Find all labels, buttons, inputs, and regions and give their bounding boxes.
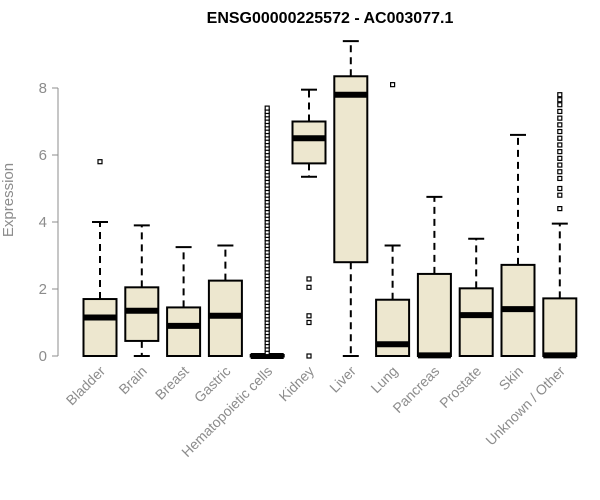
y-axis-ticks: 0 2 4 6 8: [39, 80, 58, 365]
x-tick-label: Skin: [496, 363, 527, 394]
outlier-point: [557, 92, 563, 98]
y-tick-label: 4: [39, 214, 47, 231]
outlier-point: [557, 108, 563, 115]
iqr-box: [291, 120, 327, 165]
outlier-point: [557, 102, 563, 108]
box-pancreas: [416, 195, 452, 359]
outlier-point: [557, 142, 563, 148]
y-tick-label: 2: [39, 281, 47, 298]
outlier-point: [557, 206, 563, 212]
outlier-point: [557, 135, 563, 141]
chart-title: ENSG00000225572 - AC003077.1: [207, 10, 454, 27]
box-liver: [333, 40, 369, 357]
outlier-point: [557, 128, 563, 135]
y-tick-label: 6: [39, 147, 47, 164]
outlier-point: [557, 97, 563, 103]
x-tick-label: Prostate: [436, 363, 484, 411]
x-tick-label: Bladder: [63, 363, 109, 409]
box-prostate: [458, 237, 494, 357]
outlier-point: [557, 175, 563, 182]
x-tick-label: Brain: [115, 363, 149, 397]
outlier-point: [264, 105, 270, 111]
iqr-box: [542, 297, 578, 358]
outlier-point: [557, 115, 563, 121]
box-hematopoietic-cells: [249, 105, 285, 359]
x-tick-label: Liver: [326, 363, 359, 396]
boxes-group: [82, 40, 578, 359]
outlier-point: [557, 122, 563, 128]
x-tick-label: Breast: [152, 363, 192, 403]
outlier-point: [557, 149, 563, 155]
y-tick-label: 8: [39, 80, 47, 97]
box-unknown-other: [542, 92, 578, 359]
x-tick-label: Lung: [367, 363, 400, 396]
y-axis-label: Expression: [0, 163, 17, 237]
outlier-point: [557, 185, 563, 192]
box-skin: [500, 133, 536, 358]
box-lung: [375, 82, 411, 357]
iqr-box: [82, 298, 118, 357]
box-breast: [166, 246, 202, 357]
outlier-point: [557, 162, 563, 168]
outlier-point: [306, 284, 312, 290]
iqr-box: [333, 75, 369, 264]
iqr-box: [375, 298, 411, 357]
outlier-point: [306, 353, 312, 359]
box-bladder: [82, 159, 118, 357]
iqr-box: [166, 306, 202, 357]
outlier-point: [557, 155, 563, 161]
outlier-point: [557, 192, 563, 198]
outlier-point: [306, 313, 312, 319]
iqr-box: [458, 287, 494, 357]
outlier-point: [97, 159, 103, 165]
iqr-box: [416, 272, 452, 357]
box-kidney: [291, 88, 327, 359]
outlier-point: [306, 276, 312, 282]
outlier-point: [390, 82, 396, 88]
x-tick-label: Unknown / Other: [482, 363, 568, 449]
box-gastric: [207, 244, 243, 357]
iqr-box: [124, 286, 160, 342]
outlier-point: [306, 319, 312, 326]
x-tick-label: Kidney: [276, 363, 318, 405]
box-brain: [124, 224, 160, 357]
outlier-point: [557, 169, 563, 175]
y-tick-label: 0: [39, 348, 47, 365]
